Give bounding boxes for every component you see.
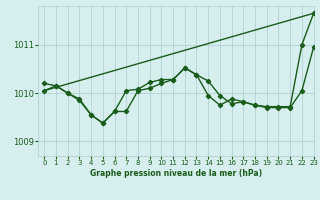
X-axis label: Graphe pression niveau de la mer (hPa): Graphe pression niveau de la mer (hPa)	[90, 169, 262, 178]
